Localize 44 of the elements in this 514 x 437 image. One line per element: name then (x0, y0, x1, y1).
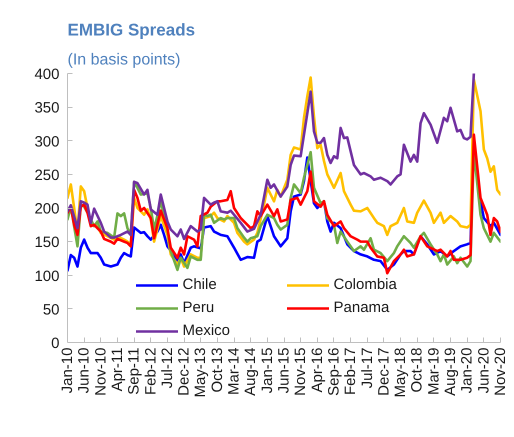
x-tick-label: Mar-14 (226, 347, 243, 396)
x-tick-label: Nov-15 (292, 347, 310, 396)
y-tick-label: 0 (51, 335, 60, 352)
x-tick-label: Jun-10 (76, 347, 93, 394)
x-tick-label: Jul-12 (158, 347, 176, 388)
x-tick-label: Jan-20 (458, 347, 476, 394)
y-tick-label: 200 (34, 200, 60, 218)
y-tick-label: 250 (34, 166, 60, 184)
legend-label: Chile (182, 276, 218, 293)
x-tick-label: Jan-10 (59, 347, 76, 394)
x-tick-label: Jun-15 (276, 347, 292, 394)
y-tick-label: 100 (34, 268, 60, 285)
y-tick-label: 400 (34, 66, 60, 83)
y-tick-label: 300 (34, 133, 60, 150)
x-tick-label: Nov-20 (492, 347, 509, 396)
x-tick-label: May-18 (392, 347, 410, 398)
y-tick-label: 350 (34, 100, 60, 117)
y-tick-label: 50 (42, 301, 60, 318)
x-tick-label: Oct-13 (208, 348, 226, 393)
x-tick-label: Aug-14 (242, 347, 260, 396)
x-tick-label: May-13 (192, 347, 210, 398)
x-tick-label: Mar-19 (425, 347, 442, 396)
x-tick-label: Jan-15 (258, 347, 276, 394)
x-tick-label: Sep-16 (325, 347, 342, 396)
x-tick-label: Oct-18 (408, 348, 426, 393)
chart-subtitle: (In basis points) (68, 52, 180, 68)
legend-label: Peru (182, 299, 216, 316)
x-tick-label: Feb-12 (142, 347, 160, 396)
legend-label: Panama (334, 299, 390, 316)
x-tick-label: Sep-11 (126, 347, 143, 395)
x-tick-label: Apr-11 (108, 347, 126, 392)
legend-label: Mexico (182, 322, 232, 339)
chart-title: EMBIG Spreads (68, 20, 196, 40)
x-tick-label: Jun-20 (475, 347, 492, 394)
x-tick-label: Nov-10 (92, 347, 110, 396)
x-tick-label: Feb-17 (342, 347, 360, 396)
x-tick-label: Aug-19 (442, 347, 460, 396)
legend-label: Colombia (334, 276, 398, 293)
x-tick-label: Dec-17 (375, 347, 392, 396)
y-tick-label: 150 (34, 234, 60, 252)
line-series (68, 74, 476, 240)
x-tick-label: Dec-12 (176, 347, 193, 396)
x-tick-label: Apr-16 (308, 347, 326, 393)
x-tick-label: Jul-17 (358, 347, 376, 388)
